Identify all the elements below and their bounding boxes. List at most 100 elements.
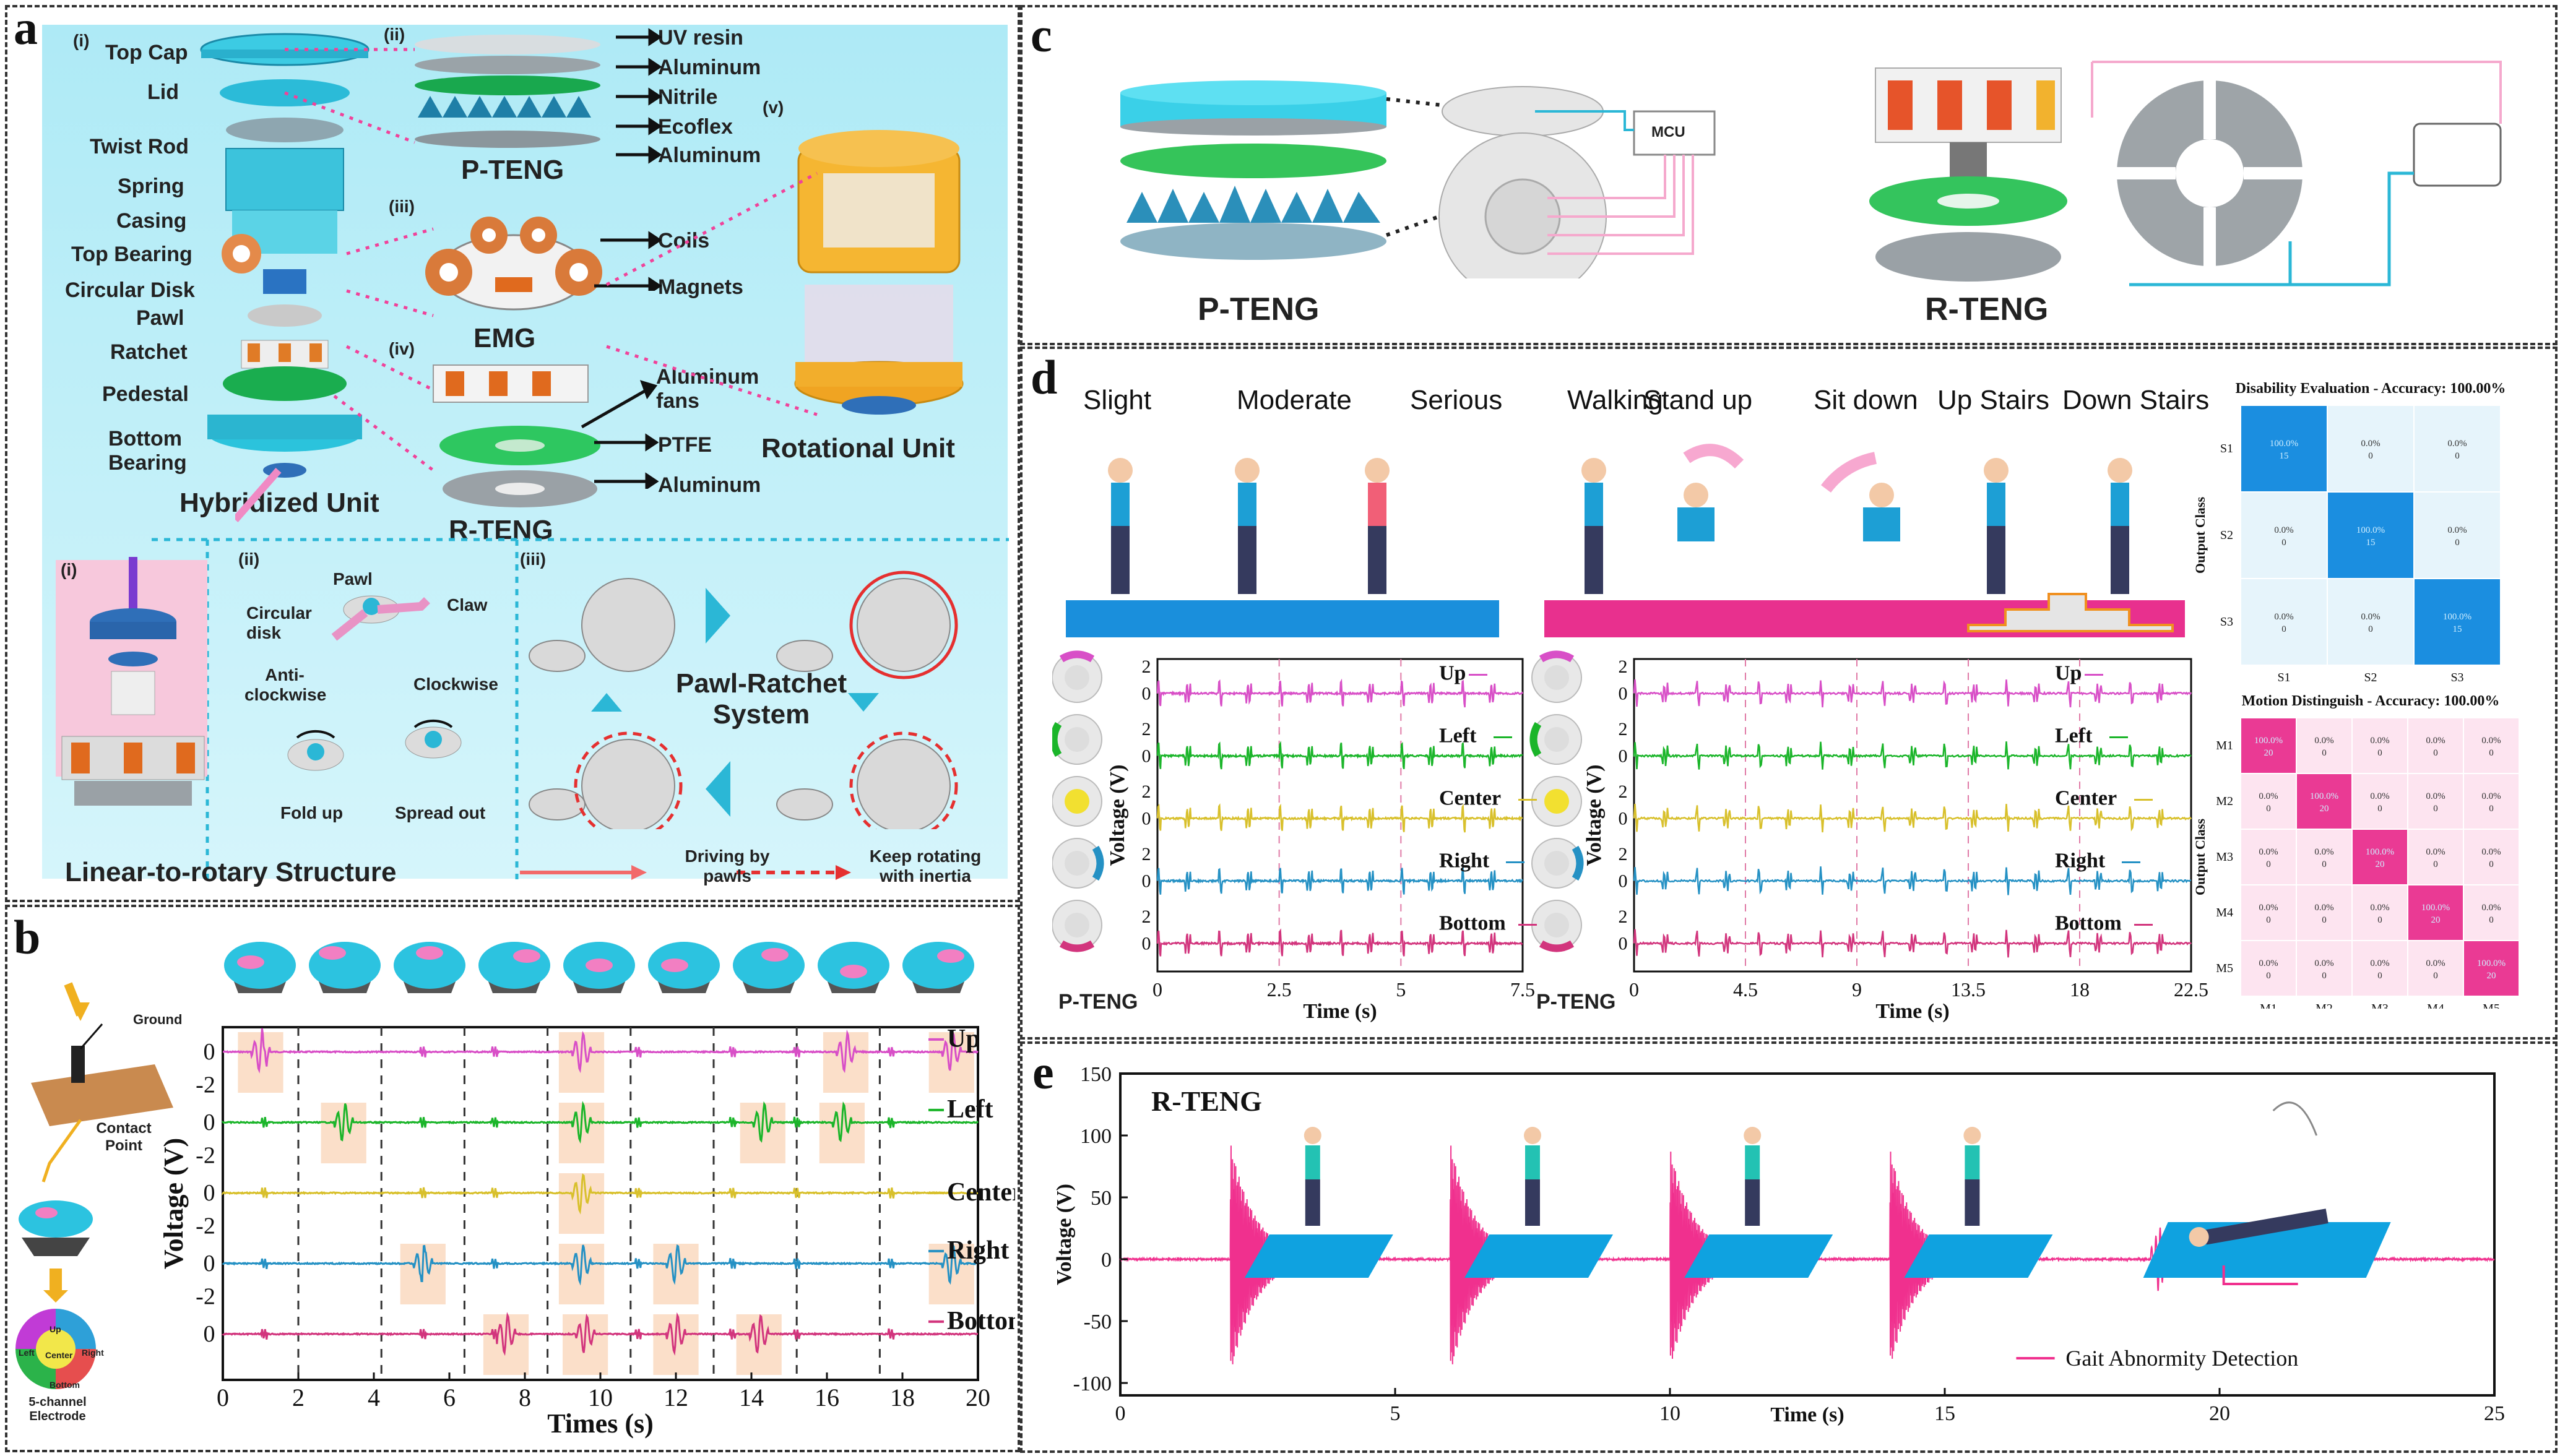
chart-d2-ytick: 0 bbox=[1619, 934, 1628, 954]
sector-right: Right bbox=[82, 1348, 104, 1358]
chart-d2-ytick: 2 bbox=[1619, 657, 1628, 677]
cm1-cell bbox=[2240, 405, 2328, 493]
part-pedestal: Pedestal bbox=[102, 382, 189, 406]
pteng-layers-illustration bbox=[415, 35, 600, 148]
disc-pressure-spot bbox=[237, 955, 264, 969]
chart-b-ytick: -2 bbox=[196, 1072, 215, 1098]
cm2-cell bbox=[2296, 829, 2353, 885]
motion-up-stairs: Up Stairs bbox=[1937, 385, 2049, 415]
chart-b-ytick: -2 bbox=[196, 1283, 215, 1309]
cm2-cell-pct: 0.0% bbox=[2314, 903, 2333, 913]
chart-e-xtick: 5 bbox=[1390, 1402, 1401, 1425]
chart-b-xtick: 18 bbox=[890, 1384, 915, 1411]
pawl-illustration bbox=[287, 595, 462, 771]
chart-b-xtick: 12 bbox=[664, 1384, 688, 1411]
chart-b-series-bottom bbox=[222, 1312, 978, 1356]
legend-inertia: Keep rotating with inertia bbox=[869, 846, 982, 885]
panel-b-illustration bbox=[15, 982, 173, 1389]
chart-d2-xtick: 0 bbox=[1629, 978, 1639, 1001]
panel-e-label: e bbox=[1032, 1045, 1054, 1099]
chart-d1-xtick: 5 bbox=[1396, 978, 1406, 1001]
cm2-cell-count: 0 bbox=[2433, 804, 2438, 814]
label-fold-up: Fold up bbox=[280, 803, 344, 822]
chart-d1-ytick: 0 bbox=[1142, 934, 1151, 954]
cm2-cell bbox=[2240, 717, 2297, 774]
cm2-cell-count: 20 bbox=[2264, 748, 2273, 758]
cm2-cell-pct: 0.0% bbox=[2259, 847, 2278, 857]
label-claw: Claw bbox=[447, 595, 488, 614]
linear-rotary-illustration bbox=[61, 557, 205, 806]
cm2-cell-count: 0 bbox=[2489, 804, 2494, 814]
cm2-cell bbox=[2296, 717, 2353, 774]
chart-e-ytick: 100 bbox=[1080, 1125, 1112, 1148]
disc-pressure-spot bbox=[840, 965, 867, 978]
channel-icon-sector bbox=[1092, 845, 1104, 881]
cm2-cell-pct: 0.0% bbox=[2314, 958, 2333, 968]
cm2-cell-count: 0 bbox=[2377, 915, 2382, 925]
chart-d2-legend-right: Right bbox=[2055, 850, 2106, 872]
cm1-cell-pct: 0.0% bbox=[2447, 439, 2467, 449]
cm2-cell-pct: 100.0% bbox=[2254, 736, 2283, 746]
chart-d2-legend-up: Up bbox=[2055, 662, 2082, 685]
chart-b-xtick: 0 bbox=[217, 1384, 229, 1411]
cm2-cell bbox=[2351, 773, 2408, 830]
rotational-unit-title: Rotational Unit bbox=[761, 433, 955, 463]
chart-e-fall-motion-line bbox=[2272, 1101, 2318, 1136]
chart-e-inner-title: R-TENG bbox=[1151, 1085, 1262, 1117]
disc-pressure-spot bbox=[513, 949, 540, 963]
pawl-ratchet-title: Pawl-Ratchet System bbox=[675, 668, 847, 730]
panel-c-rteng-title: R-TENG bbox=[1925, 291, 2049, 327]
chart-e-walker-head bbox=[1304, 1127, 1321, 1144]
cm2-cell-count: 0 bbox=[2266, 859, 2271, 869]
cm2-cell bbox=[2351, 884, 2408, 941]
panel-c-rteng-illustration bbox=[1869, 61, 2502, 286]
disc-pressure-spot bbox=[761, 948, 789, 962]
panel-c-pteng-title: P-TENG bbox=[1198, 291, 1320, 327]
emg-title: EMG bbox=[474, 323, 536, 353]
cm2-cell bbox=[2463, 717, 2520, 774]
cm2-cell-pct: 0.0% bbox=[2314, 847, 2333, 857]
cm2-cell-pct: 0.0% bbox=[2314, 736, 2333, 746]
disc-pressure-spot bbox=[416, 946, 443, 960]
roman-v: (v) bbox=[763, 98, 784, 117]
chart-d2-ytick: 2 bbox=[1619, 844, 1628, 864]
pawl-ratchet-illustration bbox=[529, 571, 958, 829]
part-twist-rod: Twist Rod bbox=[90, 135, 189, 158]
disc-pressure-spot bbox=[586, 958, 613, 972]
chart-d1-xtick: 0 bbox=[1152, 978, 1162, 1001]
channel-icon-sector bbox=[1059, 650, 1095, 663]
chart-e-mat bbox=[1684, 1234, 1833, 1278]
chart-b-series-right bbox=[222, 1243, 979, 1286]
cm2-cell-pct: 100.0% bbox=[2421, 903, 2450, 913]
sub-iii-label: (iii) bbox=[520, 549, 546, 569]
channel-icon-center bbox=[1544, 851, 1569, 876]
disc-top bbox=[394, 942, 465, 989]
cm2-ylabel: Output Class bbox=[2192, 819, 2208, 896]
chart-d2-xlabel: Time (s) bbox=[1875, 1000, 1949, 1023]
chart-e-walker-body bbox=[1525, 1145, 1540, 1179]
panel-a-connectors bbox=[235, 48, 818, 522]
cm2-cell bbox=[2463, 773, 2520, 830]
motion-walking: Walking bbox=[1567, 385, 1663, 415]
chart-d1-legend-left: Left bbox=[1439, 725, 1477, 747]
confusion-matrix-motion: Motion Distinguish - Accuracy: 100.00% 10… bbox=[2192, 693, 2520, 1009]
part-top-bearing: Top Bearing bbox=[71, 243, 192, 266]
channel-icon-sector bbox=[1529, 722, 1542, 757]
chart-b-xtick: 2 bbox=[292, 1384, 305, 1411]
pteng-tag-right: P-TENG bbox=[1536, 990, 1616, 1014]
part-lid: Lid bbox=[147, 80, 179, 104]
chart-b-ytick: 0 bbox=[204, 1321, 215, 1347]
cm2-cell-count: 0 bbox=[2489, 915, 2494, 925]
sector-up: Up bbox=[50, 1324, 61, 1334]
cm2-cell-count: 0 bbox=[2266, 971, 2271, 981]
chart-b-series-left bbox=[222, 1101, 979, 1144]
cm2-cell-pct: 0.0% bbox=[2370, 736, 2389, 746]
cm1-cell-pct: 100.0% bbox=[2356, 525, 2385, 535]
legend-driving: Driving by pawls bbox=[685, 846, 770, 885]
channel-icon-center bbox=[1544, 665, 1569, 690]
label-pawl: Pawl bbox=[333, 569, 373, 588]
cm2-row-label: M2 bbox=[2216, 795, 2233, 808]
chart-d1-series-bottom bbox=[1156, 928, 1523, 957]
label-circular-disk: Circular disk bbox=[246, 603, 312, 642]
chart-d2-xtick: 18 bbox=[2070, 978, 2090, 1001]
